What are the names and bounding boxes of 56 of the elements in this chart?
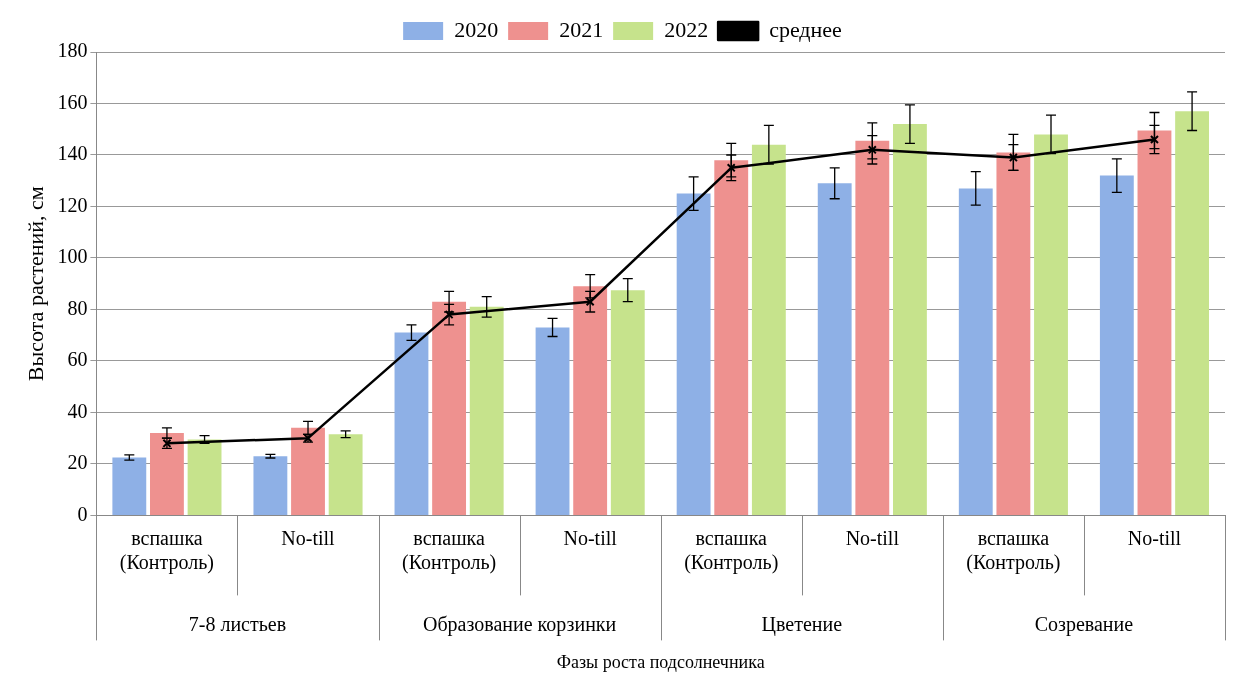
legend-label: 2020 <box>454 16 499 42</box>
x-tick-label: вспашка (Контроль) <box>401 526 497 574</box>
bar <box>817 183 852 515</box>
legend-label: 2022 <box>664 16 709 42</box>
text: Образование корзинки <box>422 612 617 636</box>
y-tick-label: 100 <box>57 245 88 268</box>
bar <box>714 160 749 515</box>
point <box>726 163 736 173</box>
bar <box>893 124 927 515</box>
bar <box>751 144 786 515</box>
bar <box>432 301 467 515</box>
bar <box>469 306 504 515</box>
y-tick-label: 60 <box>67 348 88 371</box>
x-tick-label: No-till <box>845 526 900 549</box>
legend-label: среднее <box>769 16 842 42</box>
y-tick-label: 140 <box>57 142 88 165</box>
text: Цветение <box>761 612 843 636</box>
bar <box>676 193 711 515</box>
y-tick-label: 0 <box>77 502 88 525</box>
bar <box>996 152 1031 515</box>
bar <box>253 456 288 515</box>
bar <box>535 327 570 515</box>
bar <box>1034 134 1068 515</box>
bar <box>1137 130 1172 515</box>
bar <box>958 188 993 515</box>
point <box>1008 153 1018 163</box>
bar <box>610 290 645 515</box>
bar <box>855 140 890 515</box>
bar <box>573 286 608 515</box>
bar <box>291 427 325 515</box>
bar <box>1099 175 1134 515</box>
x-axis-title: Фазы роста подсолнечника <box>556 651 765 672</box>
point <box>867 145 877 155</box>
y-tick-label: 20 <box>67 451 88 474</box>
text: Созревание <box>1034 612 1134 636</box>
x-tick-label: вспашка (Контроль) <box>966 526 1061 574</box>
x-tick-label: No-till <box>281 526 336 549</box>
y-tick-label: 120 <box>57 193 88 216</box>
point <box>1149 135 1159 145</box>
x-tick-label: вспашка (Контроль) <box>119 526 215 574</box>
bar <box>187 439 222 515</box>
bar <box>112 457 147 515</box>
bar <box>1175 111 1210 515</box>
x-tick-label: No-till <box>563 526 618 549</box>
y-tick-label: 160 <box>57 90 88 113</box>
y-tick-label: 180 <box>57 39 88 62</box>
text: 7-8 листьев <box>188 612 287 635</box>
bar <box>150 433 184 515</box>
x-tick-label: вспашка (Контроль) <box>684 526 779 574</box>
y-tick-label: 40 <box>67 399 88 422</box>
y-axis-title: Высота растений, см <box>22 186 48 382</box>
y-tick-label: 80 <box>67 296 88 319</box>
bar <box>394 332 429 515</box>
bar <box>328 434 363 515</box>
legend-label: 2021 <box>559 16 604 42</box>
x-tick-label: No-till <box>1127 526 1182 549</box>
